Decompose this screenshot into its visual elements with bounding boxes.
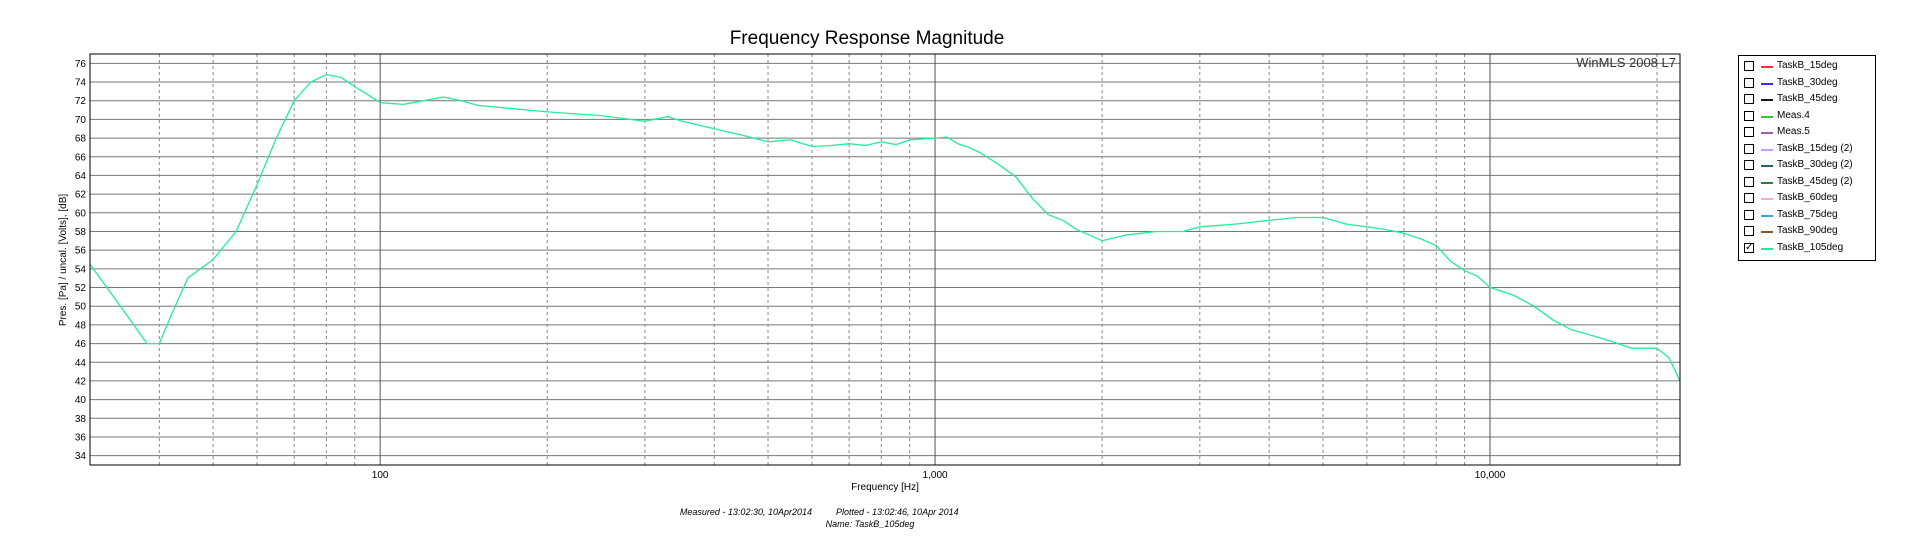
y-tick-label: 72 xyxy=(75,96,87,107)
legend-swatch xyxy=(1761,231,1773,233)
legend-swatch xyxy=(1761,99,1773,101)
legend-item[interactable]: Meas.5 xyxy=(1739,125,1875,140)
y-tick-label: 42 xyxy=(75,376,87,387)
legend-checkbox[interactable] xyxy=(1744,160,1754,170)
plot-area xyxy=(89,53,1681,466)
y-tick-label: 62 xyxy=(75,190,87,201)
y-axis-label: Pres. [Pa] / uncal. [Volts], [dB] xyxy=(58,194,69,327)
series-layer xyxy=(89,73,1681,382)
legend-swatch xyxy=(1761,165,1773,167)
plot-border xyxy=(89,53,1681,466)
y-tick-label: 38 xyxy=(75,414,87,425)
legend-swatch xyxy=(1761,115,1773,118)
legend-label: TaskB_30deg (2) xyxy=(1777,159,1853,170)
y-tick-label: 58 xyxy=(75,227,87,238)
legend-label: TaskB_15deg (2) xyxy=(1777,142,1853,154)
legend-item[interactable]: TaskB_60deg xyxy=(1739,191,1875,206)
legend-label: Meas.5 xyxy=(1777,126,1810,137)
legend-checkbox[interactable] xyxy=(1744,61,1754,71)
y-tick-label: 34 xyxy=(75,451,87,462)
legend-item[interactable]: TaskB_45deg xyxy=(1739,92,1875,107)
chart-title: Frequency Response Magnitude xyxy=(730,28,1005,49)
legend-checkbox[interactable] xyxy=(1744,226,1754,236)
y-tick-label: 36 xyxy=(75,432,87,443)
y-tick-label: 56 xyxy=(75,246,87,257)
watermark: WinMLS 2008 L7 xyxy=(1576,55,1676,70)
y-tick-label: 50 xyxy=(75,302,87,313)
legend-item[interactable]: TaskB_90deg xyxy=(1739,224,1875,239)
y-tick-label: 60 xyxy=(75,208,87,219)
legend: TaskB_15deg TaskB_30deg TaskB_45deg Meas.4 M… xyxy=(1738,55,1876,261)
legend-label: TaskB_45deg xyxy=(1777,93,1838,104)
plotted-timestamp: Plotted - 13:02:46, 10Apr 2014 xyxy=(836,507,959,517)
y-tick-label: 64 xyxy=(75,171,87,182)
legend-checkbox[interactable] xyxy=(1744,127,1754,137)
legend-checkbox[interactable] xyxy=(1744,77,1754,88)
x-tick-label: 10,000 xyxy=(1475,470,1506,481)
legend-checkbox[interactable] xyxy=(1744,94,1754,104)
legend-item[interactable]: TaskB_30deg (2) xyxy=(1739,158,1875,173)
legend-item[interactable]: TaskB_15deg (2) xyxy=(1739,142,1875,157)
legend-label: TaskB_75deg xyxy=(1777,208,1838,220)
measurement-name: Name: TaskB_105deg xyxy=(826,519,915,529)
legend-swatch xyxy=(1761,181,1773,184)
y-tick-label: 40 xyxy=(75,395,87,406)
x-tick-label: 100 xyxy=(372,470,389,481)
legend-swatch xyxy=(1761,247,1773,250)
legend-item[interactable]: TaskB_15deg xyxy=(1739,59,1875,74)
y-tick-label: 70 xyxy=(75,115,87,126)
legend-label: Meas.4 xyxy=(1777,109,1810,121)
y-tick-label: 52 xyxy=(75,283,87,294)
legend-label: TaskB_15deg xyxy=(1777,60,1838,71)
legend-checkbox[interactable] xyxy=(1744,110,1754,121)
legend-swatch xyxy=(1761,66,1773,68)
y-tick-label: 66 xyxy=(75,152,87,163)
legend-checkbox[interactable] xyxy=(1744,143,1754,154)
y-axis-ticks: 34 36 38 40 42 44 46 48 50 52 54 56 58 60 62 64 66 68 70 72… xyxy=(75,59,87,462)
measured-timestamp: Measured - 13:02:30, 10Apr2014 xyxy=(680,507,812,517)
legend-item[interactable]: TaskB_75deg xyxy=(1739,208,1875,223)
legend-label: TaskB_30deg xyxy=(1777,76,1838,88)
legend-item[interactable]: ✓ TaskB_105deg xyxy=(1739,241,1875,256)
legend-label: TaskB_90deg xyxy=(1777,225,1838,236)
y-tick-label: 48 xyxy=(75,320,87,331)
x-axis-label: Frequency [Hz] xyxy=(851,482,919,493)
legend-item[interactable]: TaskB_45deg (2) xyxy=(1739,175,1875,190)
legend-swatch xyxy=(1761,82,1773,85)
legend-label: TaskB_60deg xyxy=(1777,192,1838,203)
legend-swatch xyxy=(1761,198,1773,200)
legend-item[interactable]: Meas.4 xyxy=(1739,109,1875,124)
legend-checkbox[interactable] xyxy=(1744,193,1754,203)
y-tick-label: 54 xyxy=(75,264,87,275)
legend-swatch xyxy=(1761,132,1773,134)
x-axis-ticks: 100 1,000 10,000 xyxy=(372,470,1506,481)
y-tick-label: 76 xyxy=(75,59,87,70)
legend-swatch xyxy=(1761,148,1773,151)
series-line-taskb-105deg xyxy=(89,73,1681,382)
legend-checkbox[interactable]: ✓ xyxy=(1744,241,1754,253)
y-tick-label: 74 xyxy=(75,78,87,89)
legend-item[interactable]: TaskB_30deg xyxy=(1739,76,1875,91)
y-tick-label: 46 xyxy=(75,339,87,350)
legend-swatch xyxy=(1761,214,1773,217)
legend-label: TaskB_105deg xyxy=(1777,241,1844,253)
y-tick-label: 68 xyxy=(75,134,87,145)
legend-checkbox[interactable] xyxy=(1744,209,1754,220)
x-tick-label: 1,000 xyxy=(923,470,948,481)
legend-checkbox[interactable] xyxy=(1744,176,1754,187)
y-tick-label: 44 xyxy=(75,358,87,369)
legend-label: TaskB_45deg (2) xyxy=(1777,175,1853,187)
